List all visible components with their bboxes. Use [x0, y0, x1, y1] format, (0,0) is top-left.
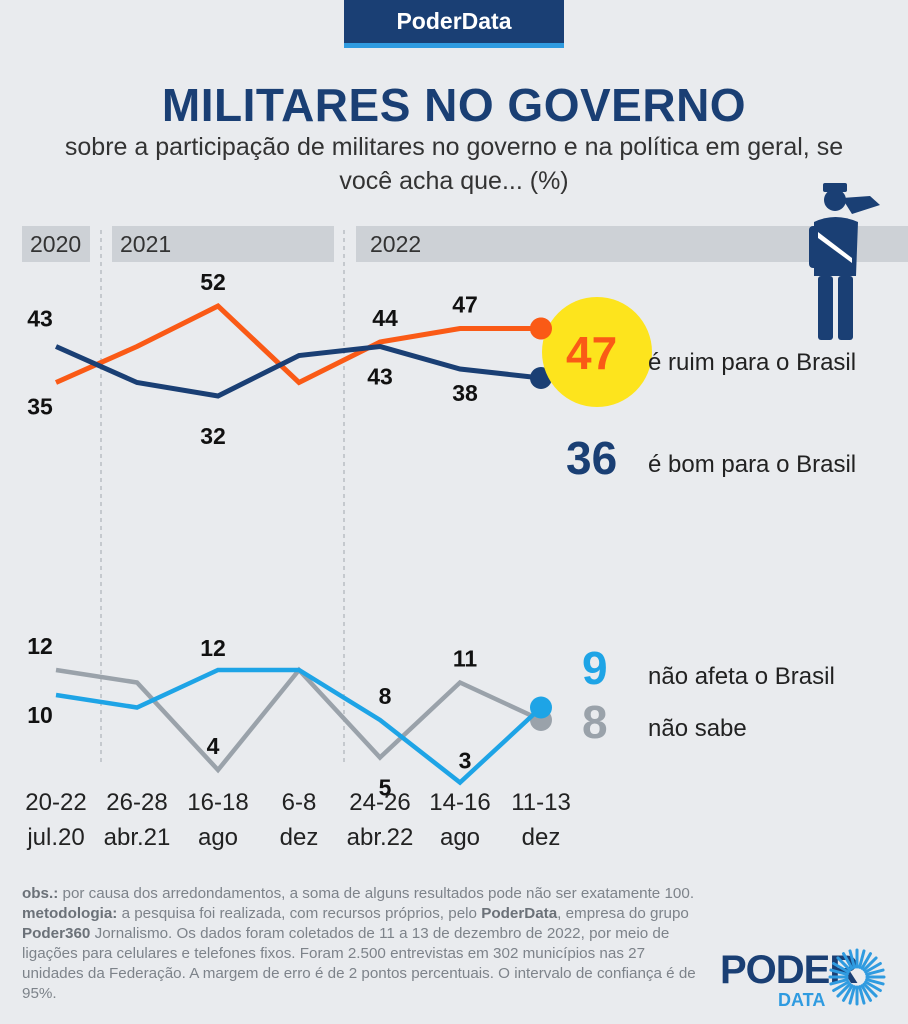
- year-label: 2020: [30, 231, 82, 257]
- sunburst-ray: [860, 952, 872, 970]
- data-label: 11: [453, 646, 478, 672]
- data-label: 12: [27, 633, 53, 659]
- sunburst-ray: [842, 984, 854, 1002]
- logo-subtitle: DATA: [778, 990, 826, 1010]
- data-label: 32: [200, 423, 226, 449]
- methodology-label: metodologia:: [22, 905, 118, 922]
- x-tick-label: 6-8: [282, 789, 317, 816]
- x-tick-label: 26-28: [106, 789, 167, 816]
- sunburst-ray: [860, 984, 872, 1002]
- legend-label-ruim: é ruim para o Brasil: [648, 349, 856, 376]
- x-tick-label: 14-16: [429, 789, 490, 816]
- data-label: 44: [372, 305, 398, 331]
- sunburst-ray: [858, 985, 866, 1005]
- sunburst-ray: [836, 982, 852, 998]
- data-label: 3: [459, 748, 472, 774]
- x-tick-label: 20-22: [25, 789, 86, 816]
- sunburst-ray: [836, 956, 852, 972]
- data-label: 38: [452, 380, 478, 406]
- sunburst-ray: [865, 968, 885, 976]
- x-tick-label: ago: [198, 824, 238, 851]
- saluting-soldier-icon: [809, 183, 880, 340]
- latest-value-nao-sabe: 8: [582, 696, 608, 748]
- data-label: 5: [379, 775, 392, 801]
- data-label: 47: [452, 292, 478, 318]
- latest-value-nao-afeta: 9: [582, 642, 608, 694]
- latest-value-ruim: 47: [566, 327, 617, 379]
- sunburst-ray: [848, 949, 856, 969]
- x-tick-label: 16-18: [187, 789, 248, 816]
- obs-label: obs.:: [22, 885, 59, 902]
- methodology-text: Jornalismo. Os dados foram coletados de …: [22, 925, 696, 1002]
- footnote: obs.: por causa dos arredondamentos, a s…: [22, 884, 702, 1004]
- sunburst-ray: [862, 982, 878, 998]
- year-bar-2021: 2021: [112, 226, 334, 262]
- sunburst-ray: [858, 949, 866, 969]
- line-chart: 12 4 5 11 10 12 8 3 35 52 44 47 43 32 43 38 20-22 jul.20…: [25, 183, 880, 851]
- year-bar-2020: 2020: [22, 226, 90, 262]
- methodology-text: , empresa do grupo: [557, 905, 689, 922]
- x-tick-label: 11-13: [511, 789, 571, 816]
- legend-label-bom: é bom para o Brasil: [648, 451, 856, 478]
- sunburst-ray: [865, 978, 885, 986]
- sunburst-ray: [848, 985, 856, 1005]
- x-tick-label: dez: [280, 824, 319, 851]
- latest-value-bom: 36: [566, 432, 617, 484]
- data-label: 43: [367, 364, 393, 390]
- series-line-nao_afeta: [55, 667, 543, 786]
- sunburst-ray: [864, 962, 882, 974]
- x-tick-label: abr.22: [347, 824, 414, 851]
- data-label: 12: [200, 635, 226, 661]
- x-tick-label: abr.21: [104, 824, 171, 851]
- series-line-ruim: [54, 302, 541, 386]
- x-tick-label: dez: [522, 824, 561, 851]
- brand-name: PoderData: [396, 8, 512, 34]
- sunburst-ray: [842, 952, 854, 970]
- x-tick-label: jul.20: [26, 824, 84, 851]
- sunburst-ray: [829, 978, 849, 986]
- methodology-brand: PoderData: [481, 905, 558, 922]
- legend-label-nao-sabe: não sabe: [648, 715, 747, 742]
- sunburst-logo-icon: [828, 948, 886, 1006]
- obs-text: por causa dos arredondamentos, a soma de…: [58, 885, 695, 902]
- page-subtitle: sobre a participação de militares no gov…: [64, 133, 844, 195]
- data-label: 52: [200, 269, 226, 295]
- page-title: MILITARES NO GOVERNO: [161, 79, 747, 131]
- sunburst-ray: [864, 980, 882, 992]
- methodology-group: Poder360: [22, 925, 91, 942]
- brand-banner: PoderData: [344, 0, 564, 48]
- highlight-circle: [542, 297, 652, 407]
- methodology-text: a pesquisa foi realizada, com recursos p…: [117, 905, 482, 922]
- year-label: 2021: [120, 231, 172, 257]
- year-label: 2022: [370, 231, 422, 257]
- x-tick-label: 24-26: [349, 789, 410, 816]
- sunburst-ray: [832, 962, 850, 974]
- data-label: 8: [379, 683, 392, 709]
- data-label: 10: [27, 702, 53, 728]
- latest-point-ruim: [530, 317, 552, 340]
- sunburst-ray: [832, 980, 850, 992]
- series-line-bom: [54, 343, 542, 399]
- sunburst-ray: [829, 968, 849, 976]
- x-tick-label: ago: [440, 824, 480, 851]
- data-label: 4: [207, 733, 220, 759]
- data-label: 35: [27, 394, 53, 420]
- legend-label-nao-afeta: não afeta o Brasil: [648, 663, 835, 690]
- sunburst-ray: [862, 956, 878, 972]
- data-label: 43: [27, 306, 53, 332]
- latest-point-nao_afeta: [530, 696, 552, 719]
